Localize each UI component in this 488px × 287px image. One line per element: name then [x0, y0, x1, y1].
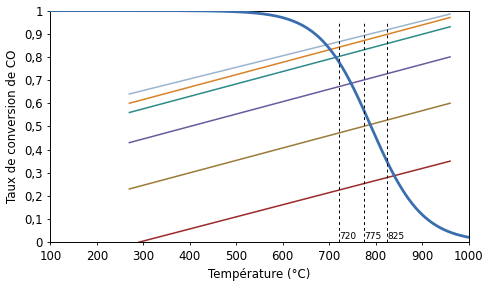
Text: 720: 720: [338, 232, 355, 241]
Text: 775: 775: [364, 232, 381, 241]
X-axis label: Température (°C): Température (°C): [208, 268, 310, 282]
Y-axis label: Taux de conversion de CO: Taux de conversion de CO: [5, 50, 19, 203]
Text: 825: 825: [387, 232, 404, 241]
